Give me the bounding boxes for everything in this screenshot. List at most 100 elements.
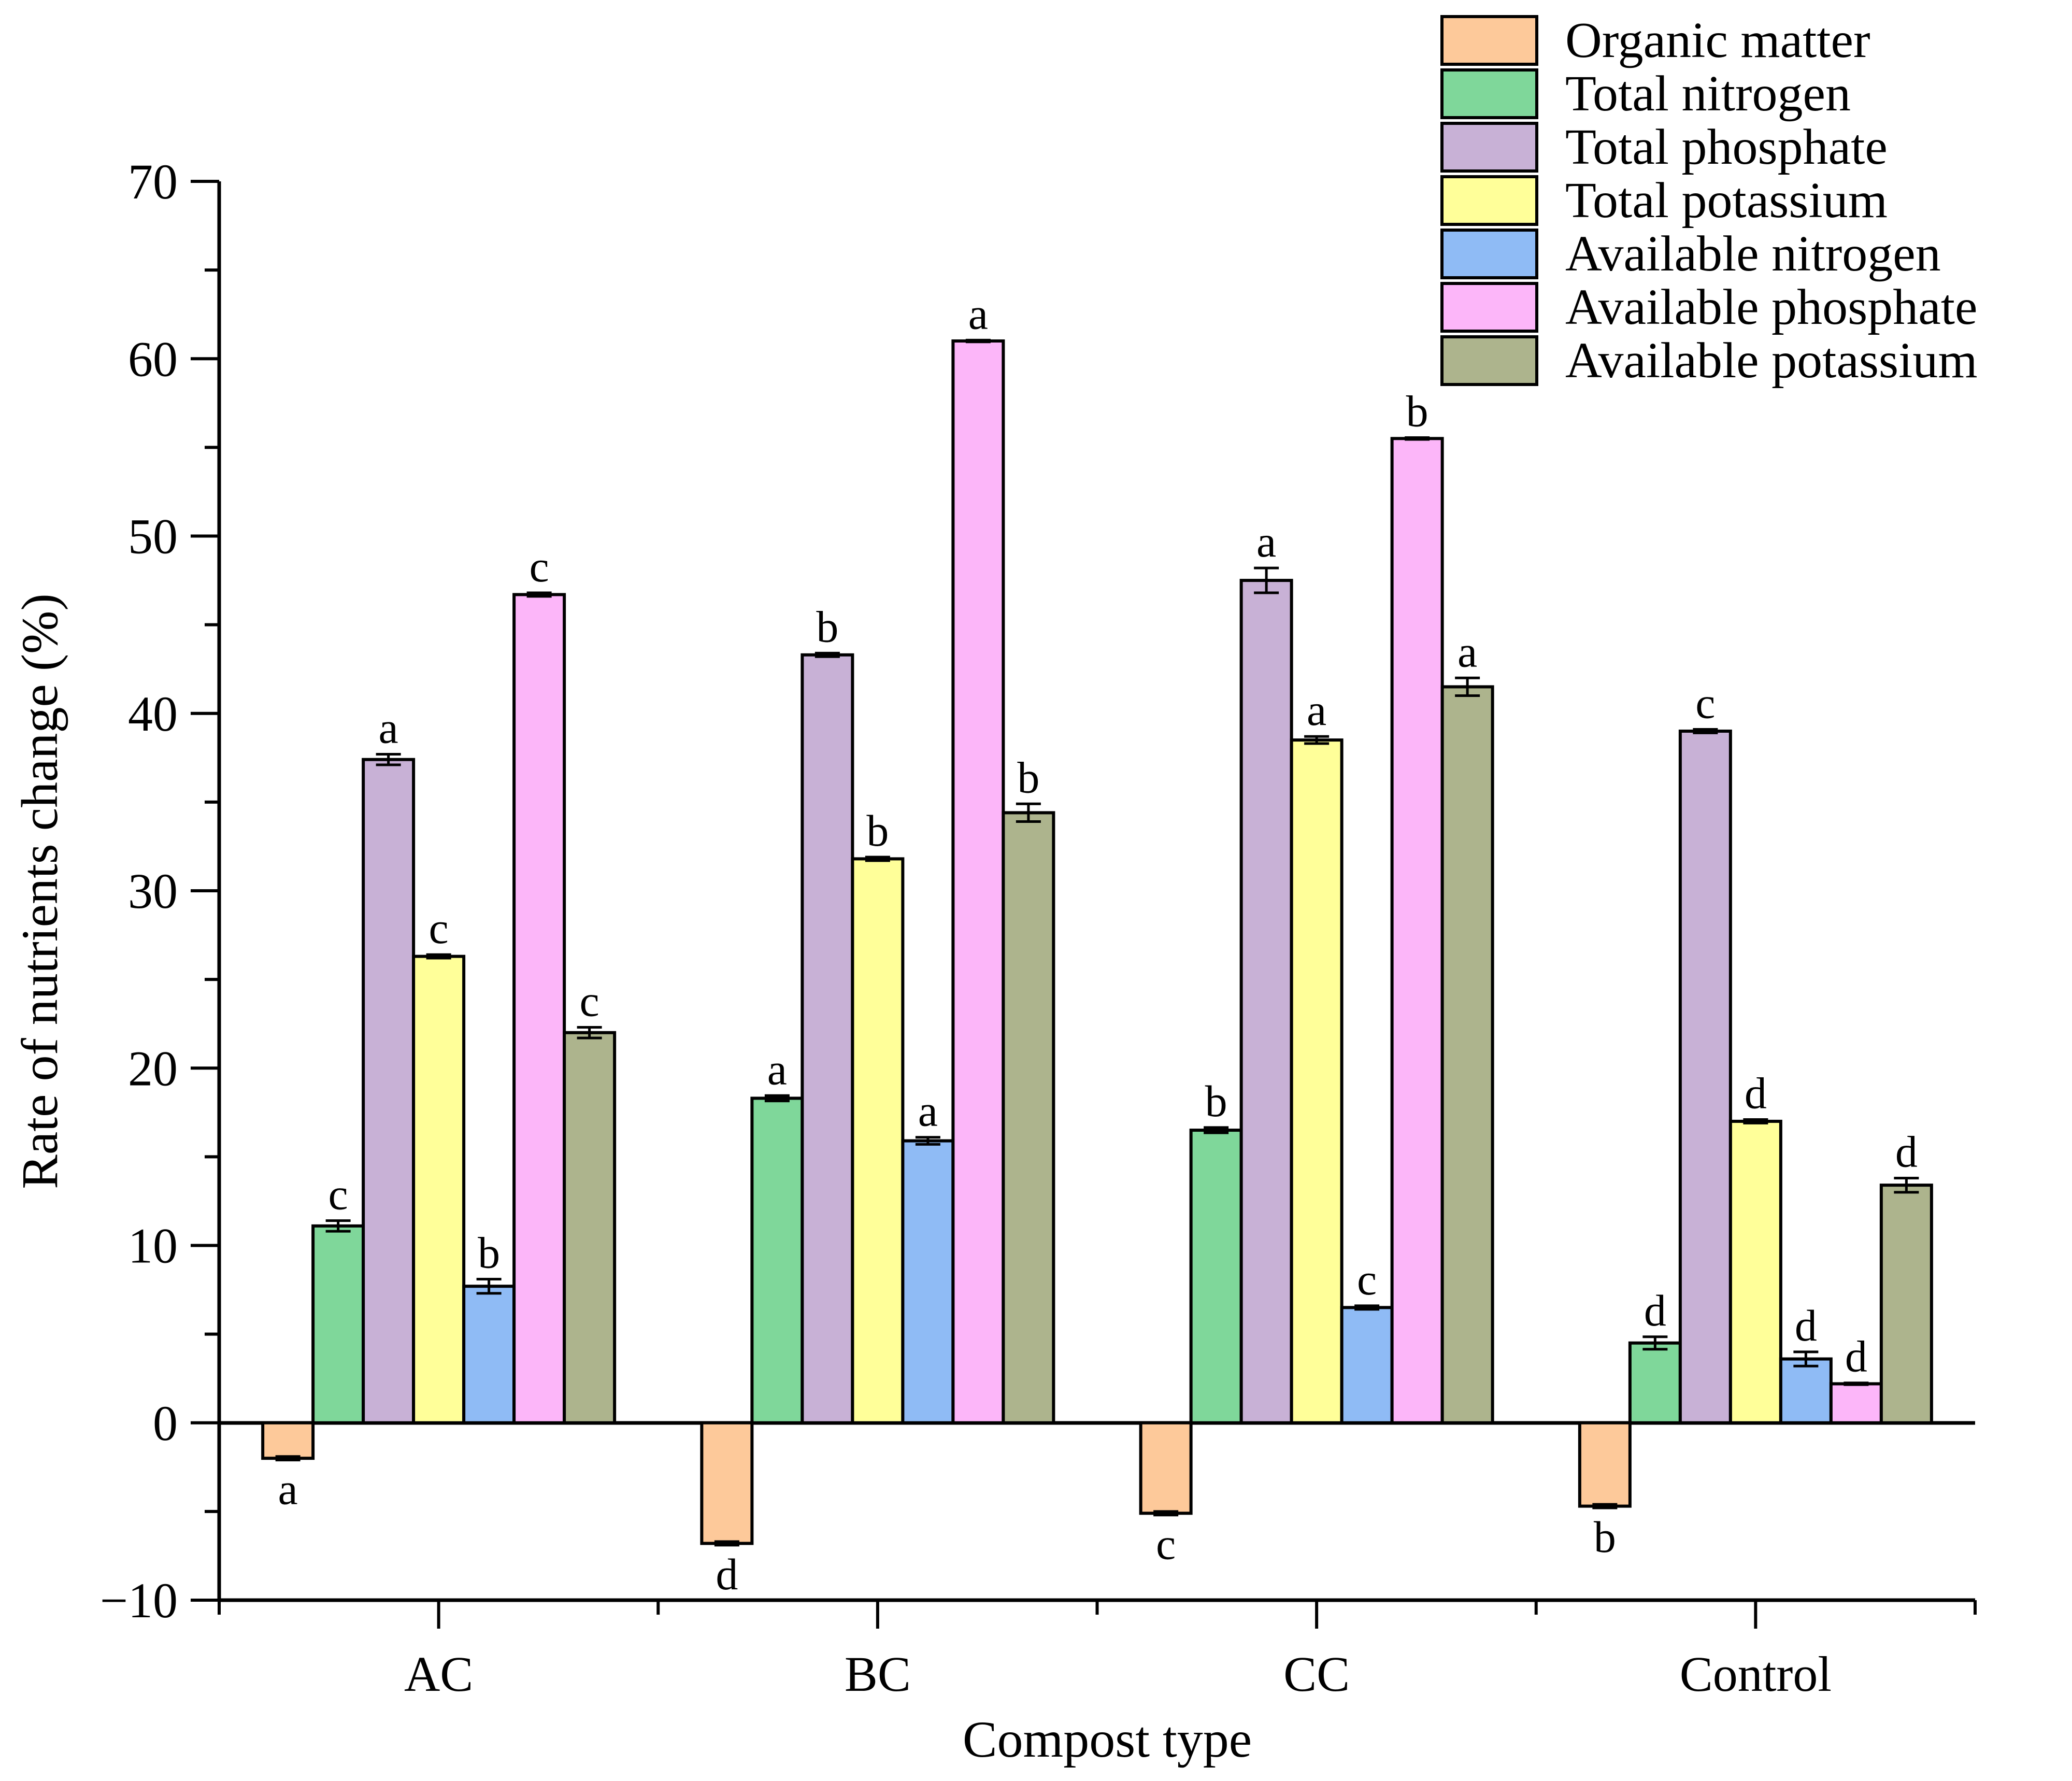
error-bar <box>814 651 840 658</box>
bar <box>563 1031 617 1424</box>
significance-letter: c <box>530 542 549 591</box>
significance-letter: a <box>379 703 398 752</box>
x-tick-label: Control <box>1680 1646 1832 1702</box>
error-bar <box>1016 802 1041 823</box>
bar <box>1139 1421 1193 1515</box>
error-bar <box>476 1278 502 1295</box>
significance-letter: c <box>429 903 449 953</box>
significance-letter: c <box>1695 678 1715 728</box>
significance-letter: b <box>1406 387 1428 436</box>
y-tick-label: 30 <box>128 863 178 919</box>
error-bar <box>1304 735 1330 745</box>
bar <box>851 857 905 1424</box>
y-tick-label: −10 <box>100 1573 178 1628</box>
bar <box>1290 738 1344 1424</box>
error-bar <box>764 1094 790 1103</box>
error-bar <box>1405 436 1430 441</box>
significance-letter: a <box>1307 685 1326 735</box>
x-tick-label: BC <box>845 1646 911 1702</box>
y-tick-label: 0 <box>153 1395 178 1451</box>
significance-letter: b <box>1017 752 1039 802</box>
bar <box>512 593 566 1424</box>
significance-letter: d <box>716 1549 738 1599</box>
error-bar <box>1354 1304 1380 1311</box>
significance-letter: c <box>1156 1519 1176 1569</box>
error-bar <box>1254 566 1279 594</box>
y-tick-label: 60 <box>128 331 178 387</box>
significance-letter: d <box>1644 1286 1666 1335</box>
legend-label: Total potassium <box>1565 173 1888 229</box>
error-bar <box>714 1540 739 1547</box>
error-bar <box>577 1026 602 1039</box>
x-tick-label: AC <box>404 1646 473 1702</box>
error-bar <box>1642 1335 1668 1351</box>
y-tick-label: 50 <box>128 509 178 564</box>
bar <box>1879 1184 1933 1424</box>
bar <box>1678 729 1732 1424</box>
legend-swatch <box>1440 175 1538 226</box>
error-bar <box>915 1136 940 1146</box>
legend-label: Available potassium <box>1565 333 1978 389</box>
significance-letter: a <box>767 1044 787 1094</box>
bar <box>801 653 854 1424</box>
significance-letter: a <box>1256 517 1276 566</box>
bar <box>311 1224 365 1424</box>
x-axis-label: Compost type <box>963 1711 1252 1768</box>
y-tick-label: 70 <box>128 154 178 209</box>
error-bar <box>1153 1510 1179 1517</box>
significance-letter: d <box>1845 1332 1867 1381</box>
error-bar <box>1894 1176 1919 1194</box>
bar <box>1578 1421 1632 1508</box>
legend-swatch <box>1440 335 1538 386</box>
significance-letter: b <box>1594 1512 1616 1562</box>
bar <box>362 758 416 1424</box>
significance-letter: b <box>1205 1076 1227 1126</box>
legend-swatch <box>1440 68 1538 119</box>
significance-letter: a <box>1457 626 1477 676</box>
bar <box>750 1096 804 1424</box>
error-bar <box>865 856 890 862</box>
y-axis-label: Rate of nutrients change (%) <box>11 593 68 1189</box>
significance-letter: b <box>816 602 838 651</box>
y-ticks: −10 0 10 20 30 40 50 60 70 <box>100 154 219 1628</box>
legend-label: Organic matter <box>1565 12 1870 68</box>
y-tick-label: 10 <box>128 1218 178 1274</box>
legend-label: Available phosphate <box>1565 279 1978 335</box>
legend-swatch <box>1440 282 1538 333</box>
bar <box>700 1421 754 1545</box>
error-bar <box>526 591 552 598</box>
bar <box>1340 1306 1394 1424</box>
bar <box>462 1285 516 1424</box>
bar <box>1239 579 1293 1424</box>
error-bar <box>376 752 401 766</box>
x-tick-label: CC <box>1283 1646 1350 1702</box>
legend-label: Total phosphate <box>1565 119 1888 175</box>
legend-label: Available nitrogen <box>1565 226 1941 282</box>
error-bar <box>1743 1118 1768 1124</box>
significance-letter: b <box>478 1228 500 1278</box>
error-bar <box>426 953 451 960</box>
bar <box>1829 1382 1883 1424</box>
legend-swatch <box>1440 122 1538 173</box>
bar <box>1779 1357 1833 1424</box>
bars <box>261 338 1933 1547</box>
bar <box>1189 1129 1243 1424</box>
bar <box>261 1421 315 1460</box>
error-bar <box>325 1219 351 1233</box>
bar <box>1390 437 1444 1424</box>
error-bar <box>1204 1126 1229 1134</box>
significance-letter: a <box>278 1464 298 1514</box>
error-bar <box>1455 676 1480 697</box>
significance-letter: b <box>866 806 889 856</box>
bar <box>951 339 1005 1424</box>
bar <box>1728 1119 1782 1424</box>
error-bar <box>1693 728 1718 734</box>
significance-letter: c <box>580 976 599 1026</box>
legend-swatch <box>1440 15 1538 66</box>
error-bar <box>1844 1381 1869 1386</box>
significance-letter: a <box>968 289 988 338</box>
legend-label: Total nitrogen <box>1565 66 1851 122</box>
